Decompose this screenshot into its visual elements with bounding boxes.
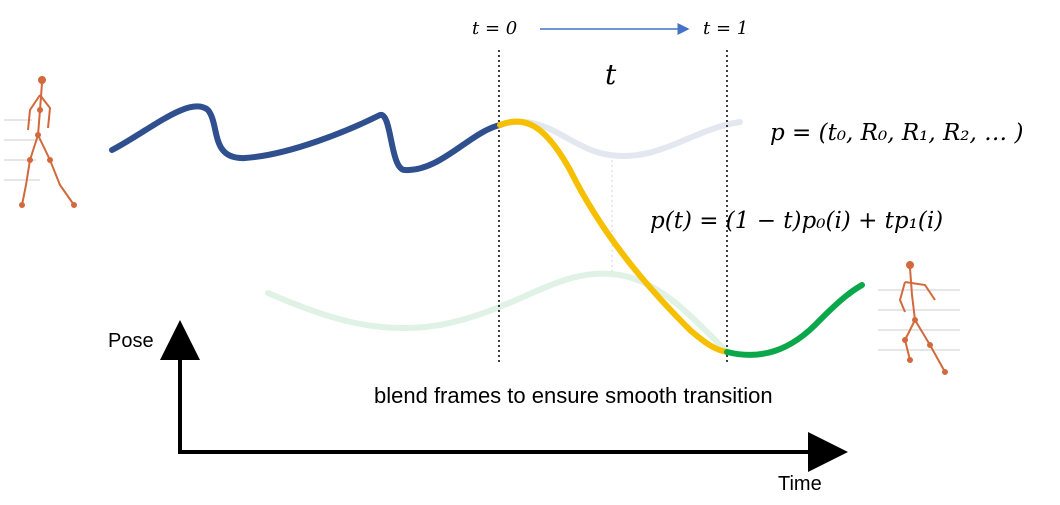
caption: blend frames to ensure smooth transition bbox=[374, 383, 773, 408]
motion-a-faded-curve bbox=[497, 118, 743, 159]
motion-b-faded-curve bbox=[265, 270, 728, 353]
t-variable-label: t bbox=[605, 58, 617, 91]
t0-label: t = 0 bbox=[472, 18, 517, 39]
motion-a-curve bbox=[109, 103, 503, 174]
motion-b-curve bbox=[724, 282, 865, 358]
time-axis-label: Time bbox=[778, 473, 822, 495]
blend-equation: p(t) = (1 − t)p₀(i) + tp₁(i) bbox=[650, 208, 943, 234]
blend-curve bbox=[497, 118, 730, 355]
pose-equation: p = (t₀, R₀, R₁, R₂, … ) bbox=[770, 120, 1023, 146]
pose-axis-label: Pose bbox=[108, 330, 154, 352]
t1-label: t = 1 bbox=[703, 18, 748, 39]
dancing-skeleton-icon bbox=[878, 261, 960, 375]
walking-skeleton-icon bbox=[4, 76, 77, 208]
